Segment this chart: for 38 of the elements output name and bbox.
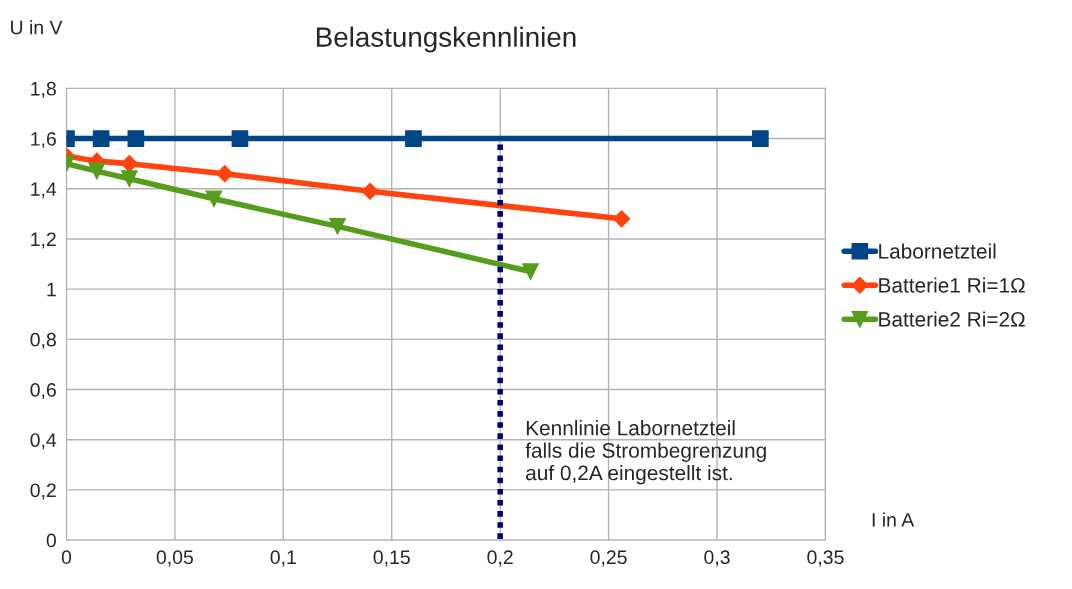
point bbox=[361, 182, 379, 200]
y-tick-label: 0,6 bbox=[30, 382, 56, 400]
point bbox=[88, 162, 106, 180]
point bbox=[231, 130, 249, 147]
y-tick-label: 1,8 bbox=[31, 81, 56, 98]
x-tick-label: 0 bbox=[61, 550, 72, 565]
y-tick-label: 0,8 bbox=[30, 332, 56, 349]
x-tick-label: 0,15 bbox=[373, 550, 410, 567]
point bbox=[752, 130, 769, 147]
x-tick-label: 0,2 bbox=[487, 550, 513, 567]
x-tick-label: 0,05 bbox=[156, 550, 193, 567]
point bbox=[613, 210, 631, 228]
point bbox=[329, 218, 346, 235]
point bbox=[205, 190, 223, 208]
y-axis-title: U in V bbox=[11, 20, 63, 35]
x-tick-label: 0,1 bbox=[270, 550, 296, 567]
x-tick-label: 0,35 bbox=[807, 550, 844, 567]
y-tick-label: 1,2 bbox=[31, 232, 56, 249]
y-tick-label: 1 bbox=[47, 282, 56, 297]
y-tick-label: 0 bbox=[46, 533, 56, 548]
point bbox=[127, 130, 145, 147]
y-tick-label: 1,4 bbox=[31, 182, 57, 199]
legend-label: Labornetzteil bbox=[879, 243, 996, 259]
x-tick-label: 0,25 bbox=[590, 550, 627, 567]
x-tick-label: 0,3 bbox=[704, 550, 730, 567]
point bbox=[121, 170, 138, 188]
legend-label: Batterie2 Ri=2Ω bbox=[879, 311, 1025, 327]
chart-title: Belastungskennlinien bbox=[316, 26, 576, 53]
point bbox=[522, 263, 539, 280]
y-tick-label: 0,4 bbox=[30, 433, 57, 450]
annotation: Kennlinie Labornetzteil falls die Strombegrenzung auf 0,2A eingestellt ist. bbox=[525, 420, 766, 485]
point bbox=[92, 130, 110, 147]
legend-label: Batterie1 Ri=1Ω bbox=[879, 277, 1025, 293]
point bbox=[405, 130, 422, 147]
point bbox=[216, 165, 234, 183]
x-axis-title: I in A bbox=[872, 512, 915, 527]
y-tick-label: 1,6 bbox=[31, 132, 56, 149]
y-tick-label: 0,2 bbox=[30, 483, 56, 500]
